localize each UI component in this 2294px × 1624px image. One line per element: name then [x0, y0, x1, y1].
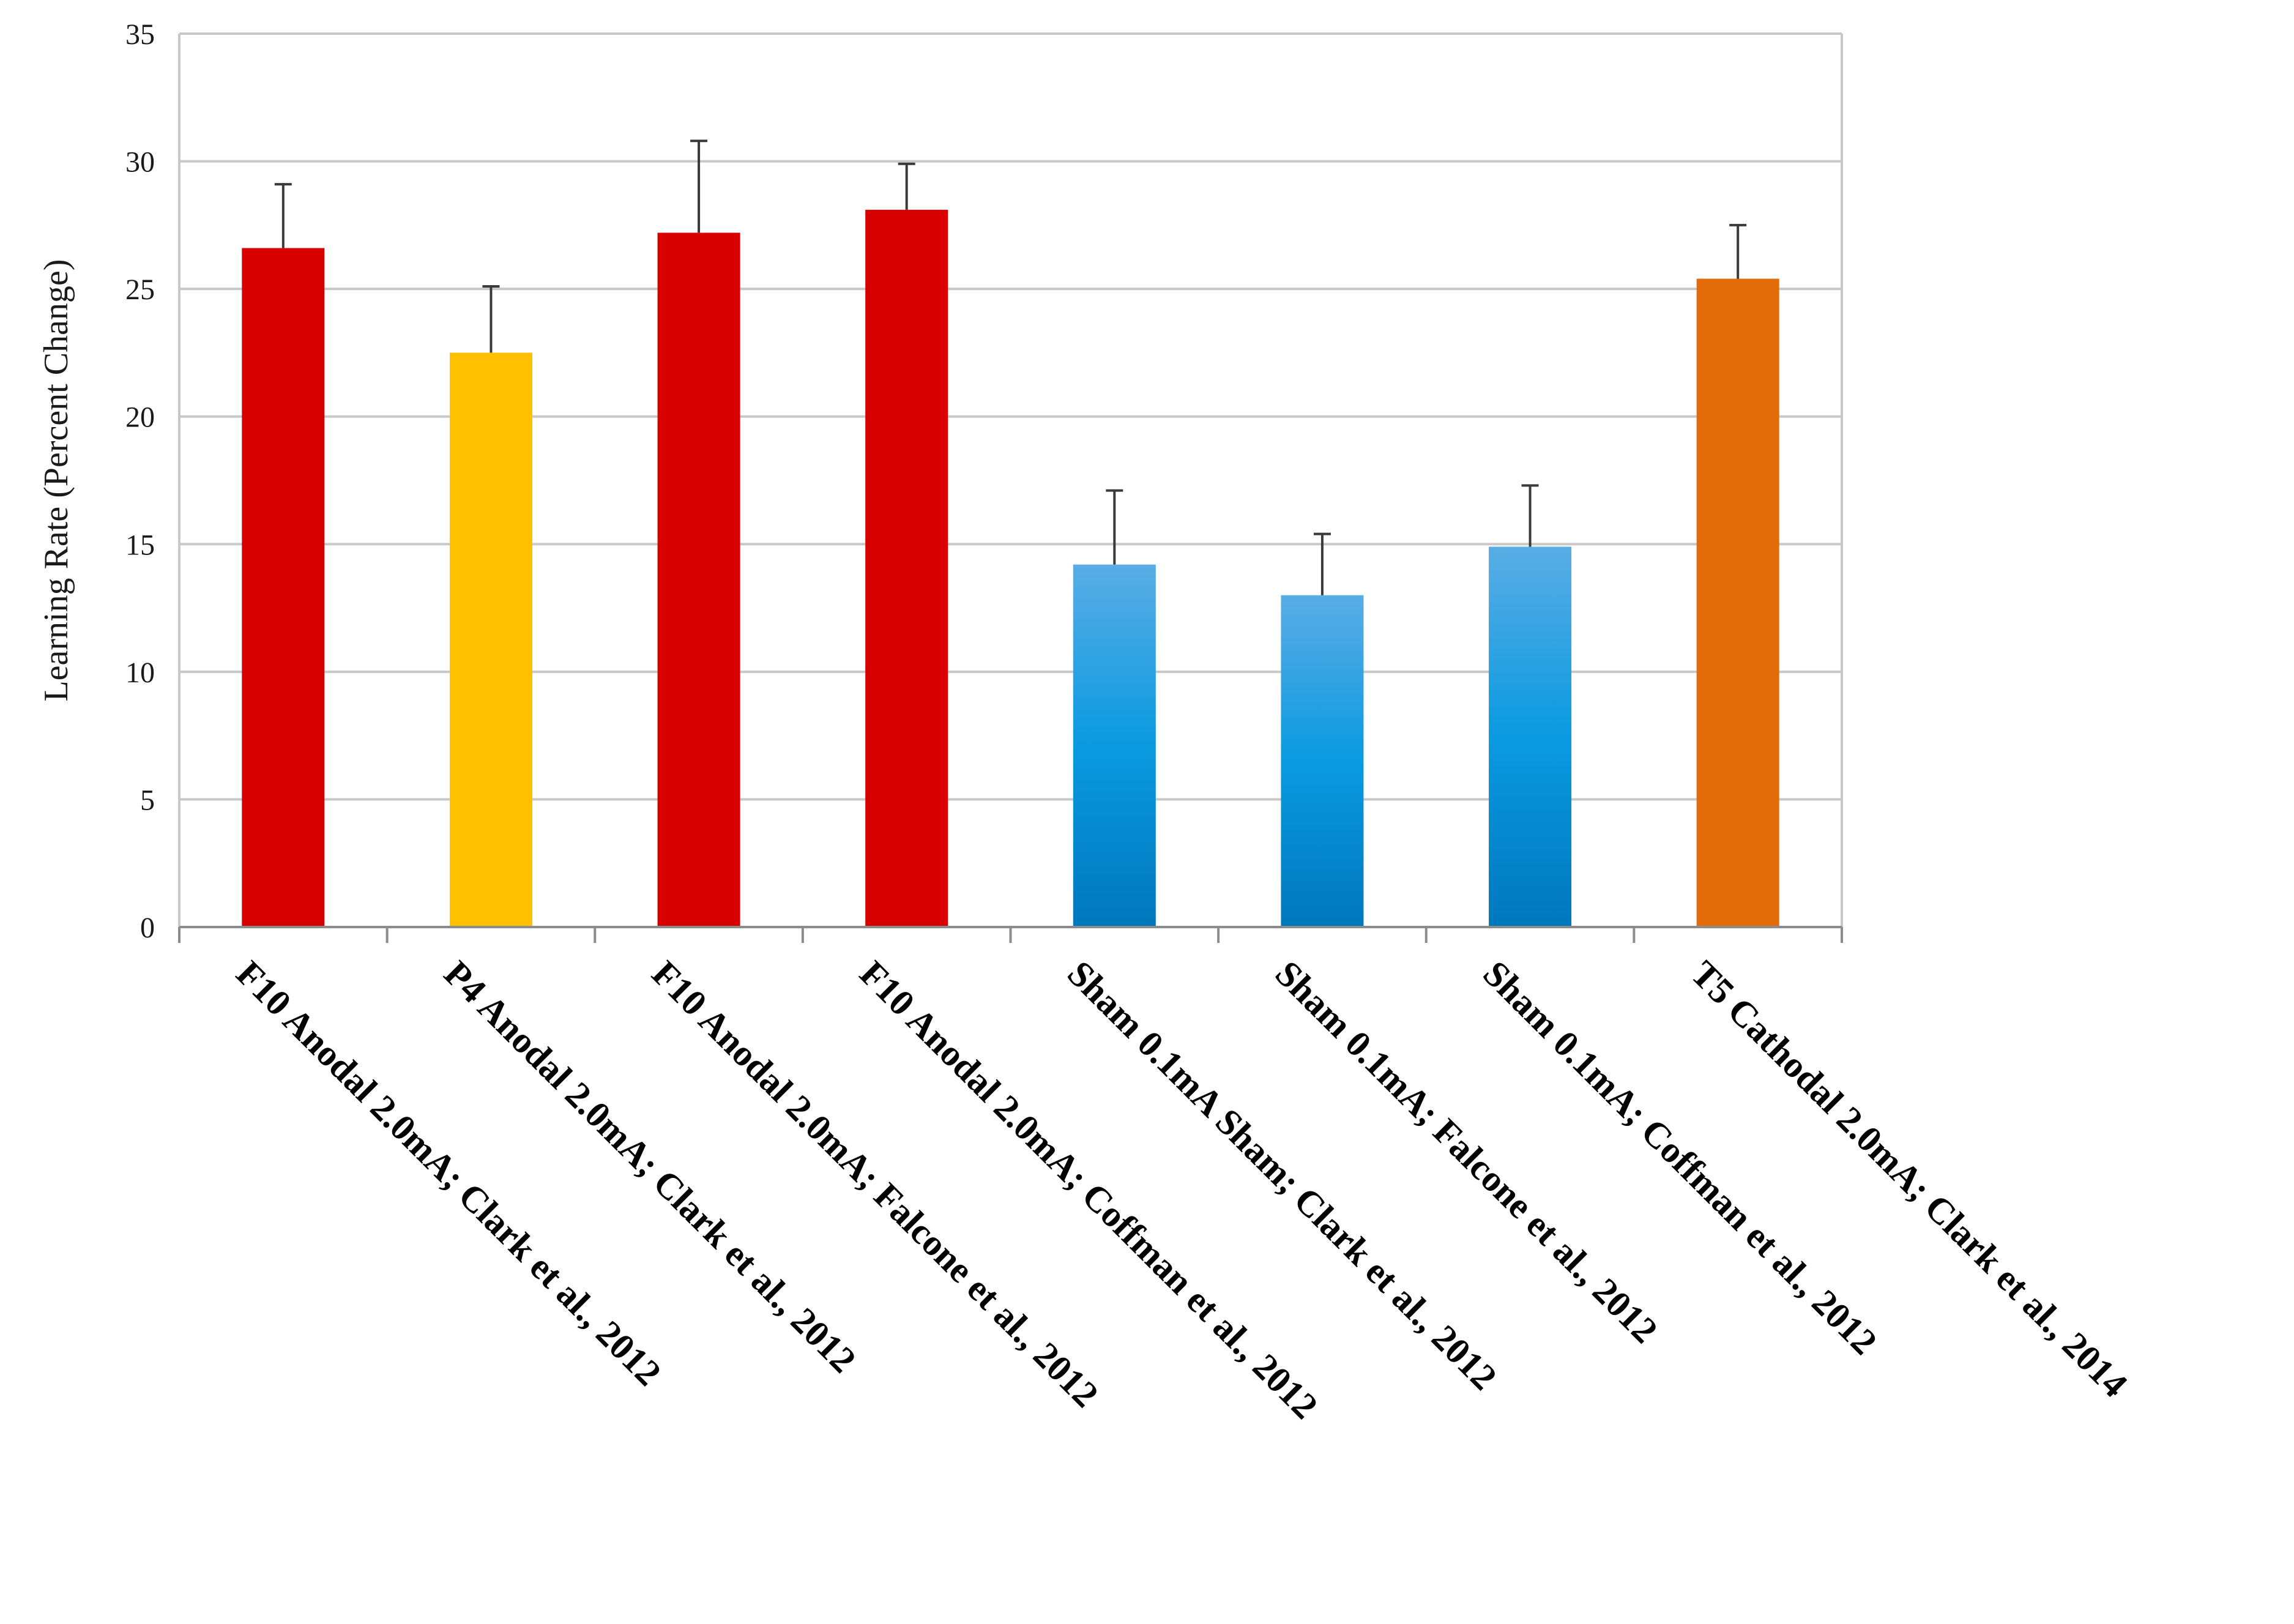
x-category-label: F10 Anodal 2.0mA; Coffman et al., 2012 [852, 953, 1325, 1427]
bar [865, 209, 948, 927]
gridlines [179, 32, 1842, 801]
x-category-label: F10 Anodal 2.0mA; Clark et al., 2012 [229, 953, 669, 1394]
y-tick-label: 10 [125, 657, 155, 689]
bar [657, 233, 740, 927]
y-tick-label: 20 [125, 401, 155, 434]
error-bars [274, 140, 1747, 595]
bar [1489, 546, 1572, 927]
x-category-label: Sham 0.1mA Sham; Clark et al., 2012 [1060, 953, 1505, 1398]
y-tick-label: 5 [140, 784, 155, 816]
axes [178, 34, 1843, 943]
bar [449, 352, 532, 927]
y-tick-label: 35 [125, 18, 155, 51]
bar [1696, 278, 1779, 927]
x-category-label: Sham 0.1mA; Falcone et al., 2012 [1268, 953, 1666, 1351]
bars [242, 209, 1779, 927]
x-category-label: T5 Cathodal 2.0mA; Clark et al., 2014 [1683, 953, 2135, 1405]
bar [1281, 595, 1364, 927]
y-axis-title: Learning Rate (Percent Change) [37, 259, 75, 701]
bar [242, 248, 325, 927]
y-tick-label: 25 [125, 274, 155, 306]
x-category-label: F10 Anodal 2.0mA; Falcone et al., 2012 [644, 953, 1106, 1415]
bar [1073, 564, 1156, 927]
y-tick-label: 0 [140, 912, 155, 944]
x-category-label: Sham 0.1mA; Coffman et al., 2012 [1475, 953, 1885, 1363]
y-tick-label: 15 [125, 529, 155, 561]
x-category-label: P4 Anodal 2.0mA; Clark et al., 2012 [436, 953, 863, 1380]
y-tick-label: 30 [125, 146, 155, 179]
